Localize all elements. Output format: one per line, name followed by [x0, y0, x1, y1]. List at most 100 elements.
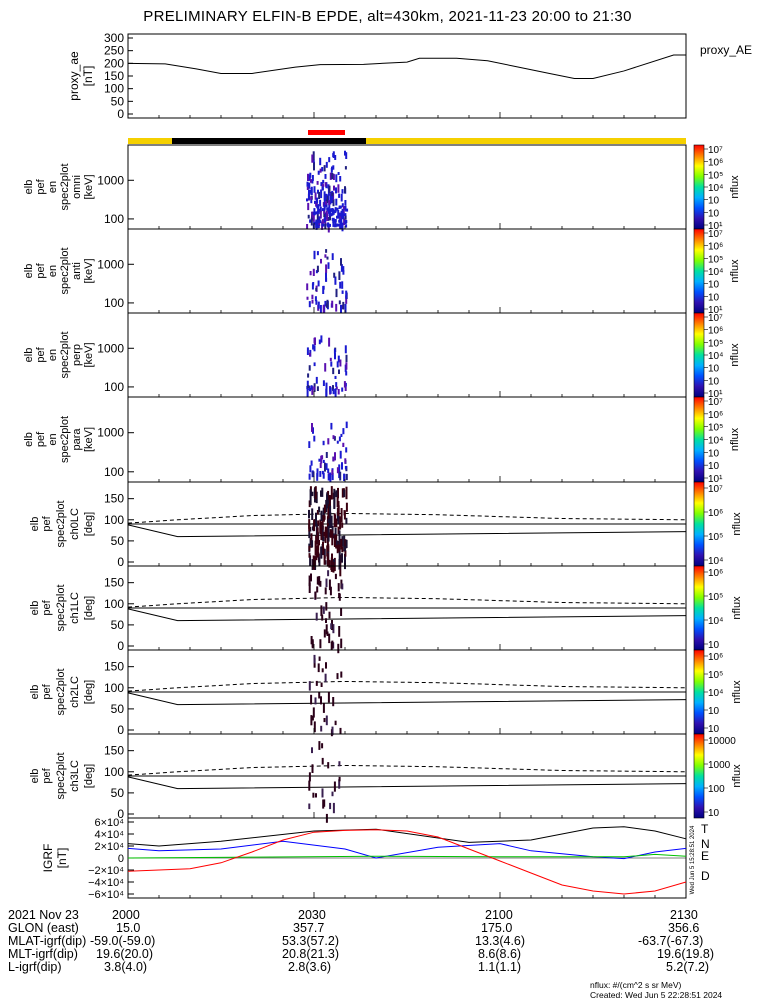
pitch-angle-pixel [308, 519, 310, 529]
spectrogram-pixel [339, 176, 341, 182]
spectrogram-pixel [324, 219, 326, 223]
spectrogram-pixel [311, 187, 313, 195]
ytick-label: 0 [117, 723, 124, 737]
colorbar-label: nflux [731, 596, 743, 620]
spectrogram-pixel [334, 349, 336, 354]
ylabel-spec2plot_ch3LC: pef [41, 767, 53, 783]
pitch-angle-pixel [328, 692, 330, 702]
ytick-label: 4×10⁴ [94, 829, 124, 841]
spectrogram-pixel [326, 452, 328, 458]
spectrogram-pixel [325, 278, 327, 282]
igrf-series-D [128, 830, 686, 894]
loss-cone-line [128, 609, 686, 621]
ylabel-igrf: IGRF [41, 844, 55, 873]
pitch-angle-pixel [325, 674, 327, 683]
spectrogram-pixel [341, 388, 343, 392]
colorbar-tick-label: 10⁳ [708, 640, 720, 651]
pitch-angle-pixel [317, 531, 319, 542]
ylabel-spec2plot_omni: [keV] [83, 174, 95, 199]
pitch-angle-pixel [311, 508, 313, 520]
ylabel-spec2plot_ch1LC: elb [29, 601, 41, 616]
ylabel-spec2plot_omni: pef [35, 178, 47, 194]
spectrogram-pixel [323, 441, 325, 445]
spectrogram-pixel [345, 466, 347, 469]
pitch-angle-pixel [324, 718, 326, 722]
colorbar-tick-label: 10⁵ [708, 170, 723, 181]
spectrogram-pixel [320, 305, 322, 313]
pitch-angle-pixel [321, 615, 323, 621]
spectrogram-pixel [325, 249, 327, 253]
spectrogram-pixel [339, 300, 341, 304]
ytick-label: 150 [104, 576, 124, 590]
spectrogram-pixel [312, 282, 314, 285]
panel-frame-spec2plot_anti [128, 229, 686, 313]
pitch-angle-pixel [343, 490, 345, 497]
pitch-angle-pixel [308, 546, 310, 551]
spectrogram-pixel [325, 196, 327, 200]
pitch-angle-pixel [309, 681, 311, 691]
pitch-angle-pixel [319, 657, 321, 661]
pitch-angle-pixel [313, 707, 315, 717]
pitch-angle-pixel [310, 574, 312, 582]
spectrogram-pixel [332, 253, 334, 260]
pitch-angle-pixel [338, 583, 340, 591]
spectrogram-pixel [342, 223, 344, 232]
ytick-label: 1000 [97, 426, 124, 440]
spectrogram-pixel [313, 269, 315, 276]
pitch-angle-pixel [325, 602, 327, 611]
colorbar [694, 482, 704, 566]
colorbar-tick-label: 10⁶ [708, 508, 723, 519]
ytick-label: 100 [104, 597, 124, 611]
spectrogram-pixel [307, 385, 309, 388]
pitch-angle-pixel [311, 747, 313, 753]
spectrogram-pixel [337, 441, 339, 444]
pitch-angle-pixel [318, 576, 320, 585]
colorbar-tick-label: 10⁳ [708, 196, 720, 207]
footer-l-3: 1.1(1.1) [478, 961, 521, 974]
pitch-angle-pixel [323, 607, 325, 614]
pitch-angle-pixel [319, 639, 321, 648]
spectrogram-pixel [307, 389, 309, 397]
ylabel-spec2plot_para: spec2plot [59, 416, 71, 463]
colorbar-tick-label: 10⁳ [708, 280, 720, 291]
spectrogram-pixel [339, 206, 342, 209]
spectrogram-pixel [345, 371, 347, 375]
ylabel-spec2plot_ch2LC: spec2plot [55, 668, 67, 715]
spectrogram-pixel [326, 383, 328, 390]
spectrogram-pixel [327, 438, 329, 444]
units-note: nflux: #/(cm^2 s sr MeV) [590, 980, 681, 990]
colorbar-tick-label: 10⁵ [708, 423, 723, 434]
pitch-angle-pixel [339, 777, 341, 781]
spectrogram-pixel [324, 165, 326, 171]
colorbar-tick-label: 10⁴ [708, 267, 723, 278]
spectrogram-pixel [337, 467, 339, 473]
spectrogram-pixel [317, 386, 319, 391]
spectrogram-pixel [335, 382, 337, 387]
ytick-label: 0 [117, 555, 124, 569]
spectrogram-pixel [328, 338, 330, 347]
ytick-label: 1000 [97, 173, 124, 187]
pitch-angle-pixel [321, 488, 323, 497]
colorbar-tick-label: 10⁳ [708, 448, 720, 459]
spectrogram-pixel [309, 465, 311, 472]
ytick-label: 100 [104, 465, 124, 479]
ylabel-spec2plot_ch0LC: pef [41, 515, 53, 531]
spectrogram-pixel [334, 353, 336, 359]
colorbar-tick-label: 10 [708, 808, 720, 819]
pitch-angle-pixel [320, 525, 322, 540]
spectrogram-pixel [327, 257, 329, 260]
spectrogram-pixel [323, 460, 325, 463]
spectrogram-pixel [325, 264, 327, 273]
spectrogram-pixel [333, 210, 336, 213]
spectrogram-pixel [346, 474, 348, 480]
pitch-angle-pixel [333, 489, 335, 498]
pitch-angle-pixel [314, 655, 316, 663]
pitch-angle-pixel [320, 726, 322, 732]
ylabel-spec2plot_anti: [keV] [83, 258, 95, 283]
pitch-angle-pixel [327, 544, 329, 552]
spectrogram-pixel [319, 158, 321, 165]
spectrogram-pixel [313, 471, 315, 476]
spectrogram-pixel [340, 258, 342, 266]
spectrogram-pixel [316, 198, 318, 202]
colorbar-label: nflux [729, 175, 741, 199]
